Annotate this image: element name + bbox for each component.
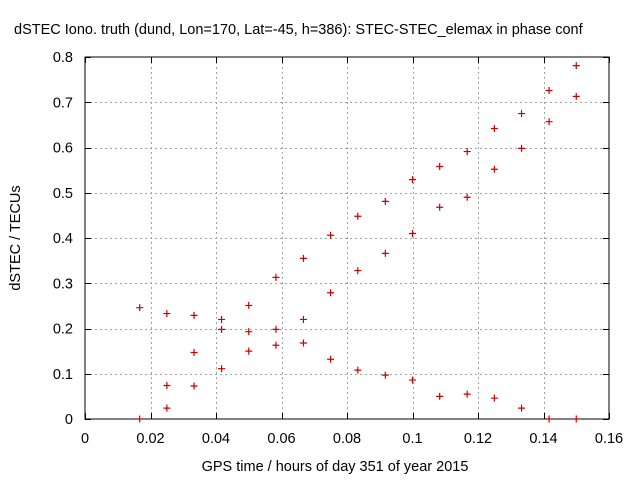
grid-lines bbox=[85, 57, 609, 419]
data-point bbox=[272, 341, 280, 349]
data-point bbox=[299, 315, 307, 323]
x-tick-label: 0 bbox=[81, 431, 89, 447]
data-point bbox=[518, 110, 526, 118]
data-point bbox=[436, 203, 444, 211]
data-point bbox=[490, 165, 498, 173]
x-tick-label: 0.12 bbox=[464, 431, 492, 447]
data-point bbox=[572, 415, 580, 423]
data-point bbox=[218, 365, 226, 373]
data-point bbox=[327, 231, 335, 239]
data-point bbox=[190, 382, 198, 390]
data-point bbox=[163, 382, 171, 390]
y-tick-label: 0 bbox=[65, 412, 73, 428]
data-point bbox=[245, 347, 253, 355]
data-point bbox=[490, 394, 498, 402]
data-point bbox=[163, 310, 171, 318]
y-tick-label: 0.4 bbox=[53, 231, 73, 247]
x-tick-label: 0.02 bbox=[136, 431, 164, 447]
data-point bbox=[545, 118, 553, 126]
data-point bbox=[409, 376, 416, 384]
x-tick-label: 0.06 bbox=[267, 431, 295, 447]
y-tick-label: 0.3 bbox=[53, 276, 73, 292]
data-point bbox=[299, 339, 307, 347]
data-point bbox=[381, 197, 389, 205]
data-point bbox=[354, 366, 362, 374]
data-point bbox=[545, 415, 553, 423]
data-point bbox=[463, 148, 471, 156]
x-axis-label: GPS time / hours of day 351 of year 2015 bbox=[202, 459, 469, 475]
data-point bbox=[518, 404, 526, 412]
data-point bbox=[190, 348, 198, 356]
data-point bbox=[409, 176, 416, 184]
data-point bbox=[354, 212, 362, 220]
data-point bbox=[163, 404, 171, 412]
chart-title: dSTEC Iono. truth (dund, Lon=170, Lat=-4… bbox=[14, 22, 584, 38]
x-tick-label: 0.14 bbox=[529, 431, 557, 447]
data-point bbox=[218, 315, 226, 323]
y-tick-label: 0.5 bbox=[53, 186, 73, 202]
data-point bbox=[136, 415, 144, 423]
data-point bbox=[136, 304, 144, 312]
data-point bbox=[272, 325, 280, 333]
data-point bbox=[490, 124, 498, 132]
data-point bbox=[518, 144, 526, 152]
data-point bbox=[572, 62, 580, 70]
data-point bbox=[245, 328, 253, 336]
axis-ticks: 0 0.02 0.04 0.06 0.08 0.1 0.12 0.14 0.16 0 0.1 0.2 0… bbox=[53, 50, 623, 447]
data-point bbox=[381, 371, 389, 379]
data-point bbox=[245, 301, 253, 309]
data-point bbox=[327, 289, 335, 297]
y-axis-label: dSTEC / TECUs bbox=[8, 185, 24, 290]
data-point bbox=[190, 311, 198, 319]
y-tick-label: 0.8 bbox=[53, 50, 73, 66]
data-point bbox=[463, 193, 471, 201]
data-point bbox=[381, 249, 389, 257]
data-point bbox=[409, 229, 416, 237]
data-point bbox=[436, 392, 444, 400]
data-point bbox=[354, 267, 362, 275]
data-point bbox=[327, 355, 335, 363]
data-points bbox=[136, 62, 580, 423]
x-tick-label: 0.08 bbox=[333, 431, 361, 447]
data-point bbox=[218, 325, 226, 333]
y-tick-label: 0.1 bbox=[53, 367, 73, 383]
y-tick-label: 0.6 bbox=[53, 141, 73, 157]
data-point bbox=[463, 390, 471, 398]
data-point bbox=[299, 254, 307, 262]
x-tick-label: 0.04 bbox=[202, 431, 230, 447]
data-point bbox=[572, 92, 580, 100]
data-point bbox=[272, 273, 280, 281]
y-tick-label: 0.7 bbox=[53, 95, 73, 111]
data-point bbox=[545, 86, 553, 94]
data-point bbox=[436, 163, 444, 171]
x-tick-label: 0.1 bbox=[402, 431, 422, 447]
y-tick-label: 0.2 bbox=[53, 322, 73, 338]
x-tick-label: 0.16 bbox=[595, 431, 623, 447]
